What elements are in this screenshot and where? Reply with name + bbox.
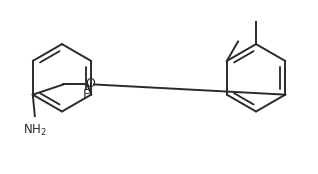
Text: F: F xyxy=(82,88,90,101)
Text: O: O xyxy=(85,77,95,90)
Text: NH$_2$: NH$_2$ xyxy=(23,123,47,138)
